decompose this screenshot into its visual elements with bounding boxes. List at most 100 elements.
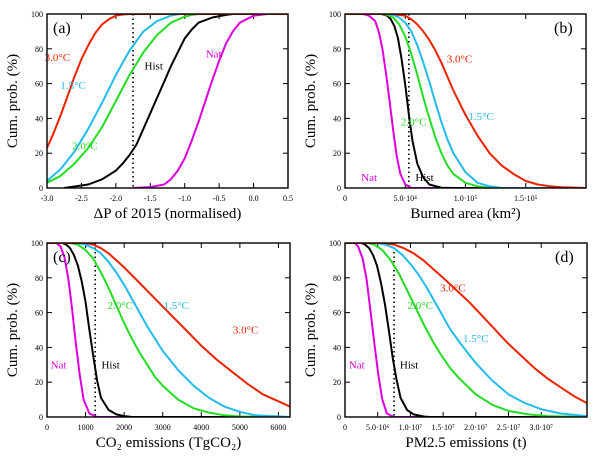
series-line-3.0c: [345, 243, 587, 404]
x-axis-title: PM2.5 emissions (t): [405, 435, 526, 451]
series-line-3.0c: [47, 243, 290, 408]
x-axis-title: Burned area (km²): [410, 206, 520, 222]
x-tick-label: 1.5·10⁷: [431, 423, 455, 432]
series-label: Nat: [206, 49, 222, 61]
plot-frame: [46, 242, 291, 418]
x-tick-label: 0.0: [249, 194, 259, 203]
y-tick-label: 40: [35, 343, 43, 352]
series-line-3.0c: [345, 14, 586, 188]
x-tick-label: -1.0: [178, 194, 191, 203]
y-axis-title: Cum. prob. (%): [303, 54, 319, 148]
y-tick-label: 60: [333, 80, 341, 89]
x-tick-label: -3.0: [41, 194, 54, 203]
series-line-2.0c: [345, 14, 586, 188]
series-line-nat: [345, 243, 587, 417]
y-tick-label: 20: [333, 378, 341, 387]
plot-frame: [46, 13, 289, 189]
x-tick-label: 4000: [193, 423, 209, 432]
y-tick-label: 20: [333, 149, 341, 158]
x-tick-label: 5.0·10⁶: [366, 423, 390, 432]
x-tick-label: 0: [343, 194, 347, 203]
x-tick-label: 2.5·10⁷: [497, 423, 521, 432]
panel-label: (a): [53, 20, 71, 37]
x-tick-label: -2.5: [75, 194, 88, 203]
x-tick-label: 5000: [232, 423, 248, 432]
series-line-2.0c: [345, 243, 587, 417]
chart-panel-0: -3.0 -2.5 -2.0 -1.5 -1.0 -0.5 0.0 0.5 0 20 40 60 80 1…: [5, 10, 293, 222]
series-label: 3.0°C: [233, 324, 259, 336]
series-line-nat: [133, 14, 288, 188]
chart-panel-3: 0 5.0·10⁶ 1.0·10⁷ 1.5·10⁷ 2.0·10⁷ 2.5·10⁷ 3.0·…: [303, 239, 588, 451]
x-axis-title: ΔP of 2015 (normalised): [94, 206, 242, 222]
y-axis-title: Cum. prob. (%): [5, 54, 21, 148]
series-line-1.5c: [47, 14, 288, 182]
x-tick-label: -0.5: [213, 194, 226, 203]
y-tick-label: 40: [35, 114, 43, 123]
y-tick-label: 40: [333, 343, 341, 352]
series-line-hist: [345, 14, 586, 188]
series-label: Nat: [349, 359, 365, 371]
y-tick-label: 60: [35, 309, 43, 318]
chart-panel-1: 0 5.0·10⁴ 1.0·10⁵ 1.5·10⁵ 0 20 40 60 80 100 Nat His…: [303, 10, 587, 222]
y-tick-label: 20: [35, 149, 43, 158]
panel-label: (b): [554, 20, 573, 37]
y-tick-label: 100: [31, 10, 43, 19]
series-label: Nat: [51, 359, 67, 371]
x-tick-label: 5.0·10⁴: [394, 194, 418, 203]
y-tick-label: 100: [31, 239, 43, 248]
x-tick-label: 1000: [78, 423, 94, 432]
series-line-1.5c: [47, 243, 290, 417]
series-label: 2.0°C: [108, 300, 134, 312]
y-tick-label: 0: [39, 413, 43, 422]
x-axis-title: CO₂ emissions (TgCO₂): [96, 435, 241, 451]
y-tick-label: 0: [39, 184, 43, 193]
y-axis-title: Cum. prob. (%): [5, 283, 21, 377]
series-label: Nat: [361, 172, 377, 184]
plot-frame: [344, 242, 588, 418]
plot-frame: [344, 13, 587, 189]
y-tick-label: 80: [333, 45, 341, 54]
x-tick-label: -2.0: [110, 194, 123, 203]
chart-panel-2: 0 1000 2000 3000 4000 5000 6000 0 20 40 60 80 100 Nat…: [5, 239, 291, 451]
x-tick-label: 1.0·10⁷: [399, 423, 423, 432]
y-axis-title: Cum. prob. (%): [303, 283, 319, 377]
series-label: 2.0°C: [407, 300, 433, 312]
series-label: Hist: [415, 172, 433, 184]
series-label: 1.5°C: [163, 300, 189, 312]
x-tick-label: 1.5·10⁵: [514, 194, 538, 203]
y-tick-label: 80: [333, 274, 341, 283]
panel-label: (d): [555, 249, 574, 266]
x-tick-label: 1.0·10⁵: [454, 194, 478, 203]
series-label: 2.0°C: [401, 116, 427, 128]
series-label: 1.5°C: [463, 333, 489, 345]
series-line-2.0c: [47, 243, 290, 417]
x-tick-label: 3000: [155, 423, 171, 432]
series-line-1.5c: [345, 14, 586, 188]
x-tick-label: 0: [343, 423, 347, 432]
x-tick-label: 0: [45, 423, 49, 432]
y-tick-label: 20: [35, 378, 43, 387]
series-line-hist: [64, 14, 288, 188]
series-line-2.0c: [47, 14, 288, 184]
y-tick-label: 0: [337, 184, 341, 193]
x-tick-label: 2.0·10⁷: [464, 423, 488, 432]
y-tick-label: 40: [333, 114, 341, 123]
y-tick-label: 80: [35, 45, 43, 54]
x-tick-label: 0.5: [283, 194, 293, 203]
x-tick-label: 2000: [116, 423, 132, 432]
series-label: 1.5°C: [60, 80, 86, 92]
y-tick-label: 100: [329, 239, 341, 248]
series-line-hist: [345, 243, 587, 417]
x-tick-label: 6000: [270, 423, 286, 432]
series-label: 2.0°C: [72, 141, 98, 153]
y-tick-label: 60: [333, 309, 341, 318]
series-line-1.5c: [345, 243, 587, 417]
series-line-nat: [345, 14, 586, 188]
y-tick-label: 100: [329, 10, 341, 19]
series-label: Hist: [145, 61, 163, 73]
series-label: Hist: [101, 359, 119, 371]
series-label: 3.0°C: [440, 283, 466, 295]
series-line-hist: [47, 243, 290, 417]
y-tick-label: 80: [35, 274, 43, 283]
